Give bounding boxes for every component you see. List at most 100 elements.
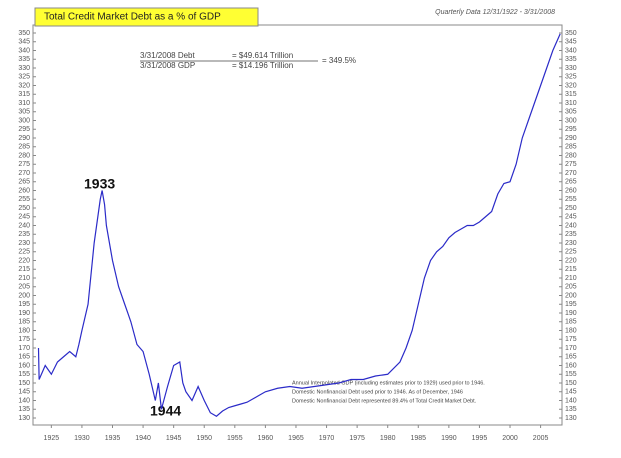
y-tick-label: 250 (18, 205, 30, 212)
y2-tick-label: 270 (565, 170, 577, 177)
y-tick-label: 340 (18, 47, 30, 54)
y2-tick-label: 290 (565, 135, 577, 142)
x-tick-label: 1925 (44, 435, 60, 442)
y2-tick-label: 180 (565, 327, 577, 334)
x-tick-label: 1980 (380, 435, 396, 442)
y-tick-label: 285 (18, 144, 30, 151)
y2-tick-label: 265 (565, 179, 577, 186)
y-tick-label: 255 (18, 196, 30, 203)
note: Domestic Nonfinancial Debt represented 8… (292, 398, 477, 404)
note: Annual Interpolated GDP (including estim… (292, 380, 485, 386)
y2-tick-label: 150 (565, 380, 577, 387)
line (37, 33, 561, 417)
y2-tick-label: 345 (565, 39, 577, 46)
y2-tick-label: 170 (565, 345, 577, 352)
debt-value: = $49.614 Trillion (232, 51, 293, 60)
y2-tick-label: 335 (565, 56, 577, 63)
y-tick-label: 235 (18, 231, 30, 238)
gdp-value: = $14.196 Trillion (232, 61, 293, 70)
y-tick-label: 320 (18, 82, 30, 89)
y2-tick-label: 350 (565, 30, 577, 37)
y-tick-label: 335 (18, 56, 30, 63)
x-tick-label: 1950 (196, 435, 212, 442)
y-tick-label: 145 (18, 389, 30, 396)
y-tick-label: 245 (18, 214, 30, 221)
y2-tick-label: 155 (565, 371, 577, 378)
x-tick-label: 1945 (166, 435, 182, 442)
y-tick-label: 215 (18, 266, 30, 273)
y-tick-label: 350 (18, 30, 30, 37)
x-tick-label: 1985 (410, 435, 426, 442)
y-tick-label: 240 (18, 222, 30, 229)
y2-tick-label: 240 (565, 222, 577, 229)
y-tick-label: 135 (18, 406, 30, 413)
y2-tick-label: 300 (565, 117, 577, 124)
y-tick-label: 230 (18, 240, 30, 247)
y2-tick-label: 205 (565, 284, 577, 291)
y-tick-label: 160 (18, 362, 30, 369)
y2-tick-label: 165 (565, 354, 577, 361)
x-tick-label: 1970 (319, 435, 335, 442)
y2-tick-label: 185 (565, 319, 577, 326)
y2-tick-label: 175 (565, 336, 577, 343)
x-tick-label: 1935 (105, 435, 121, 442)
subtitle: Quarterly Data 12/31/1922 - 3/31/2008 (435, 9, 555, 16)
y2-tick-label: 130 (565, 415, 577, 422)
y-tick-label: 130 (18, 415, 30, 422)
y-tick-label: 195 (18, 301, 30, 308)
x-tick-label: 1960 (258, 435, 274, 442)
y-tick-label: 170 (18, 345, 30, 352)
y2-tick-label: 235 (565, 231, 577, 238)
y2-tick-label: 285 (565, 144, 577, 151)
x-tick-label: 1990 (441, 435, 457, 442)
y-tick-label: 280 (18, 152, 30, 159)
y2-tick-label: 215 (565, 266, 577, 273)
x-tick-label: 1930 (74, 435, 90, 442)
y-tick-label: 275 (18, 161, 30, 168)
y2-tick-label: 200 (565, 292, 577, 299)
y2-tick-label: 160 (565, 362, 577, 369)
y-tick-label: 190 (18, 310, 30, 317)
x-tick-label: 2000 (502, 435, 518, 442)
y2-tick-label: 145 (565, 389, 577, 396)
y-tick-label: 260 (18, 187, 30, 194)
y2-tick-label: 260 (565, 187, 577, 194)
x-tick-label: 2005 (533, 435, 549, 442)
y-tick-label: 290 (18, 135, 30, 142)
y2-tick-label: 280 (565, 152, 577, 159)
x-tick-label: 1995 (472, 435, 488, 442)
y2-tick-label: 320 (565, 82, 577, 89)
y2-tick-label: 210 (565, 275, 577, 282)
title-box (34, 7, 259, 27)
y-tick-label: 305 (18, 109, 30, 116)
debt-label: 3/31/2008 Debt (140, 51, 195, 60)
y-tick-label: 345 (18, 39, 30, 46)
y2-tick-label: 140 (565, 397, 577, 404)
x-tick-label: 1975 (349, 435, 365, 442)
y-tick-label: 225 (18, 249, 30, 256)
y2-tick-label: 305 (565, 109, 577, 116)
x-tick-label: 1965 (288, 435, 304, 442)
y2-tick-label: 330 (565, 65, 577, 72)
y2-tick-label: 230 (565, 240, 577, 247)
y-tick-label: 165 (18, 354, 30, 361)
y2-tick-label: 315 (565, 91, 577, 98)
x-tick-label: 1940 (135, 435, 151, 442)
note: Domestic Nonfinancial Debt used prior to… (292, 389, 463, 395)
y-tick-label: 175 (18, 336, 30, 343)
y2-tick-label: 325 (565, 74, 577, 81)
y2-tick-label: 245 (565, 214, 577, 221)
y2-tick-label: 340 (565, 47, 577, 54)
y-tick-label: 200 (18, 292, 30, 299)
gdp-label: 3/31/2008 GDP (140, 61, 195, 70)
y-tick-label: 150 (18, 380, 30, 387)
y-tick-label: 205 (18, 284, 30, 291)
y2-tick-label: 225 (565, 249, 577, 256)
y2-tick-label: 220 (565, 257, 577, 264)
y2-tick-label: 195 (565, 301, 577, 308)
y-tick-label: 310 (18, 100, 30, 107)
y-tick-label: 325 (18, 74, 30, 81)
y-tick-label: 265 (18, 179, 30, 186)
y-tick-label: 315 (18, 91, 30, 98)
y-tick-label: 295 (18, 126, 30, 133)
